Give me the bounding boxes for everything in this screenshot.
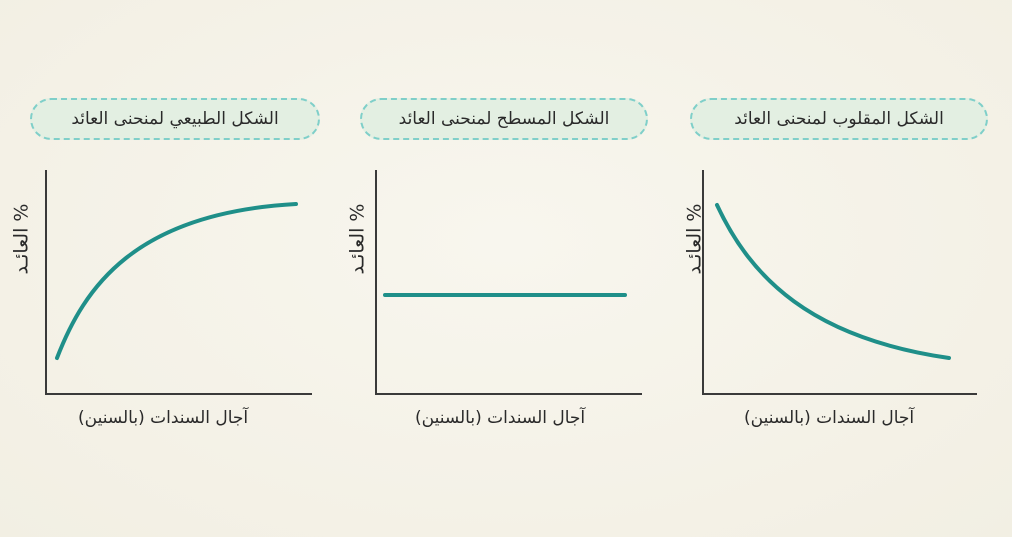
y-axis-label: % العائـد — [346, 203, 369, 275]
x-axis-label: آجال السندات (بالسنين) — [78, 408, 249, 428]
axes — [375, 170, 642, 395]
panel-title: الشكل المقلوب لمنحنى العائد — [734, 109, 944, 129]
title-pill: الشكل المقلوب لمنحنى العائد — [690, 98, 988, 140]
plot-area — [45, 170, 312, 395]
axes — [702, 170, 977, 395]
title-pill: الشكل الطبيعي لمنحنى العائد — [30, 98, 320, 140]
panel-normal: الشكل الطبيعي لمنحنى العائد % العائـد آج… — [0, 0, 337, 537]
x-axis-label: آجال السندات (بالسنين) — [415, 408, 586, 428]
yield-curve — [55, 202, 298, 360]
title-pill: الشكل المسطح لمنحنى العائد — [360, 98, 648, 140]
panel-title: الشكل المسطح لمنحنى العائد — [398, 109, 610, 129]
panel-inverted: الشكل المقلوب لمنحنى العائد % العائـد آج… — [674, 0, 1011, 537]
y-axis-label: % العائـد — [10, 203, 33, 275]
x-axis-label: آجال السندات (بالسنين) — [744, 408, 915, 428]
panel-flat: الشكل المسطح لمنحنى العائد % العائـد آجا… — [337, 0, 674, 537]
panel-title: الشكل الطبيعي لمنحنى العائد — [71, 109, 279, 129]
plot-area — [375, 170, 642, 395]
yield-curve — [715, 203, 951, 360]
axes — [45, 170, 312, 395]
plot-area — [702, 170, 977, 395]
